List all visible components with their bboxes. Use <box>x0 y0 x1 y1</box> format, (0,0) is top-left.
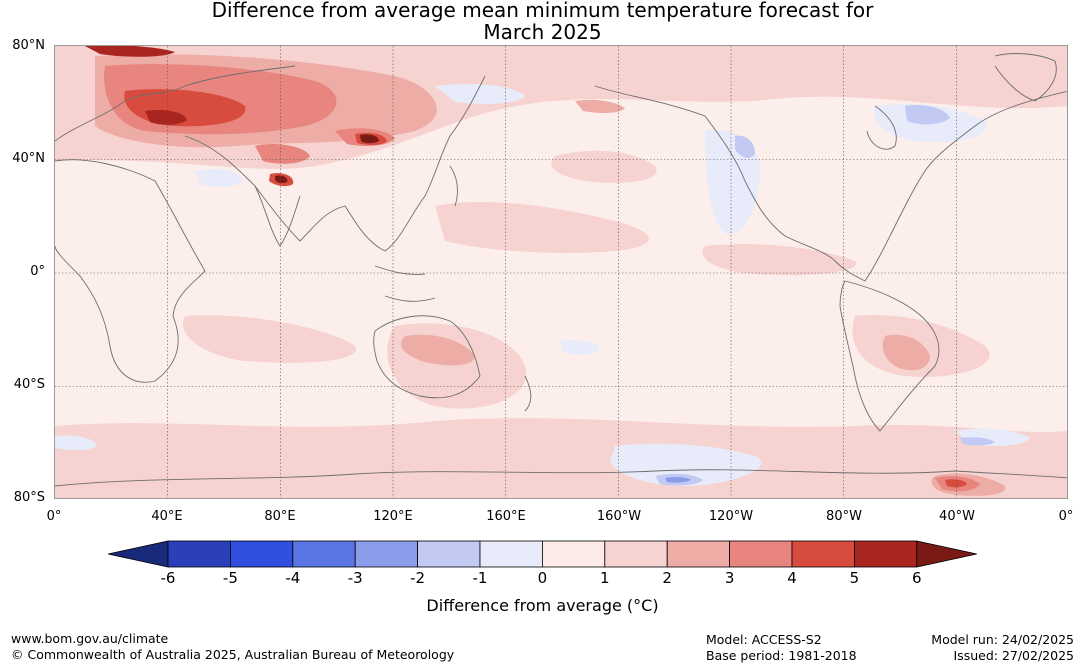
anomaly-fields <box>55 46 1067 498</box>
footer-model-run: Model run: 24/02/2025 <box>931 632 1074 647</box>
colorbar-segment <box>417 540 481 568</box>
colorbar-tick-label: -3 <box>347 569 363 587</box>
coastlines <box>55 53 1067 487</box>
forecast-map <box>54 45 1068 499</box>
lon-label-40e: 40°E <box>151 509 183 524</box>
footer-issued: Issued: 27/02/2025 <box>953 648 1075 663</box>
colorbar-segment <box>292 540 356 568</box>
lat-label-0: 0° <box>30 264 45 279</box>
colorbar-tick-label: 3 <box>724 569 735 587</box>
lon-label-80w: 80°W <box>826 509 862 524</box>
lon-label-0-west: 0° <box>46 509 62 524</box>
colorbar-segment <box>230 540 294 568</box>
footer-base-period: Base period: 1981-2018 <box>706 648 857 663</box>
colorbar-segment <box>354 540 418 568</box>
lat-label-80s: 80°S <box>13 490 45 505</box>
colorbar-segment <box>479 540 543 568</box>
lat-label-40s: 40°S <box>13 377 45 392</box>
map-title-line-1: Difference from average mean minimum tem… <box>211 0 874 22</box>
colorbar-label: Difference from average (°C) <box>426 596 659 615</box>
colorbar-tick-label: -5 <box>222 569 238 587</box>
lon-label-40w: 40°W <box>939 509 975 524</box>
colorbar-extend-low <box>108 540 169 568</box>
lon-label-120w: 120°W <box>708 509 754 524</box>
colorbar-tick-label: 1 <box>600 569 610 587</box>
lon-label-80e: 80°E <box>264 509 296 524</box>
lon-label-160w: 160°W <box>596 509 642 524</box>
lon-label-0-east: 0° <box>1058 509 1074 524</box>
lon-label-120e: 120°E <box>373 509 413 524</box>
footer-copyright: © Commonwealth of Australia 2025, Austra… <box>11 647 455 662</box>
footer-model: Model: ACCESS-S2 <box>706 632 822 647</box>
colorbar <box>108 540 977 568</box>
colorbar-extend-high <box>916 540 977 568</box>
colorbar-segment <box>666 540 731 568</box>
graticule <box>55 46 1067 498</box>
colorbar-segment <box>541 540 606 568</box>
colorbar-tick-label: -4 <box>285 569 301 587</box>
lat-label-80n: 80°N <box>12 38 45 53</box>
colorbar-tick-label: -2 <box>410 569 426 587</box>
colorbar-tick-label: -6 <box>160 569 176 587</box>
colorbar-tick-label: 2 <box>662 569 672 587</box>
footer-url: www.bom.gov.au/climate <box>11 631 169 646</box>
colorbar-tick-label: 0 <box>537 569 548 587</box>
colorbar-segment <box>729 540 793 568</box>
colorbar-segment <box>791 540 855 568</box>
lon-label-160e: 160°E <box>486 509 526 524</box>
colorbar-tick-label: 5 <box>849 569 860 587</box>
colorbar-segment <box>854 540 918 568</box>
lat-label-40n: 40°N <box>12 151 45 166</box>
colorbar-segment <box>604 540 668 568</box>
colorbar-tick-label: 4 <box>787 569 797 587</box>
colorbar-segment <box>167 540 231 568</box>
colorbar-tick-label: -1 <box>472 569 488 587</box>
colorbar-tick-label: 6 <box>912 569 922 587</box>
map-title-line-2: March 2025 <box>483 20 602 44</box>
